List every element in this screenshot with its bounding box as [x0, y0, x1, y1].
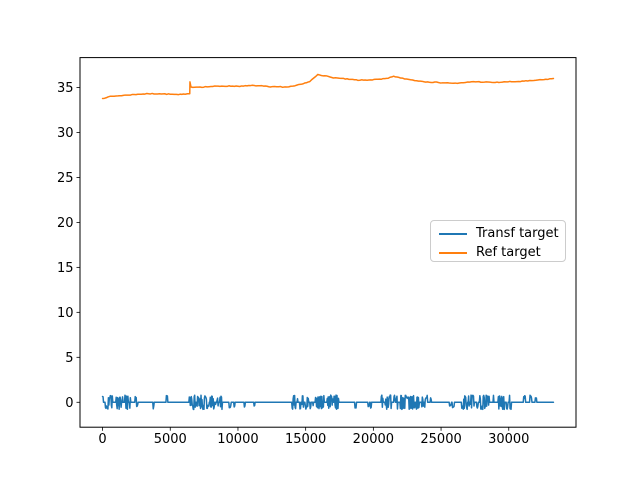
y-tick-label: 20: [57, 216, 74, 231]
transf-target-line: [101, 394, 555, 411]
axes-frame: [79, 57, 577, 428]
y-tick-label: 25: [57, 171, 74, 186]
x-tick-label: 0: [98, 432, 106, 447]
y-tick-label: 5: [65, 351, 73, 366]
x-tick-label: 10000: [217, 432, 258, 447]
y-tick-label: 15: [57, 261, 74, 276]
x-tick-label: 30000: [488, 432, 529, 447]
legend-entry-transf-target: Transf target: [439, 224, 565, 243]
x-tick-label: 25000: [420, 432, 461, 447]
legend-label-ref-target: Ref target: [476, 245, 541, 260]
ref-target-line: [101, 73, 555, 100]
y-tick-label: 10: [57, 306, 74, 321]
legend-label-transf-target: Transf target: [476, 226, 559, 241]
y-tick-label: 30: [57, 126, 74, 141]
legend-line-sample-transf: [439, 232, 467, 235]
x-tick-label: 15000: [285, 432, 326, 447]
y-tick-label: 0: [65, 396, 73, 411]
legend-entry-ref-target: Ref target: [439, 243, 565, 262]
x-tick-label: 20000: [353, 432, 394, 447]
legend: Transf target Ref target: [430, 220, 566, 262]
x-tick-label: 5000: [154, 432, 187, 447]
y-tick-label: 35: [57, 81, 74, 96]
legend-line-sample-ref: [439, 251, 467, 254]
